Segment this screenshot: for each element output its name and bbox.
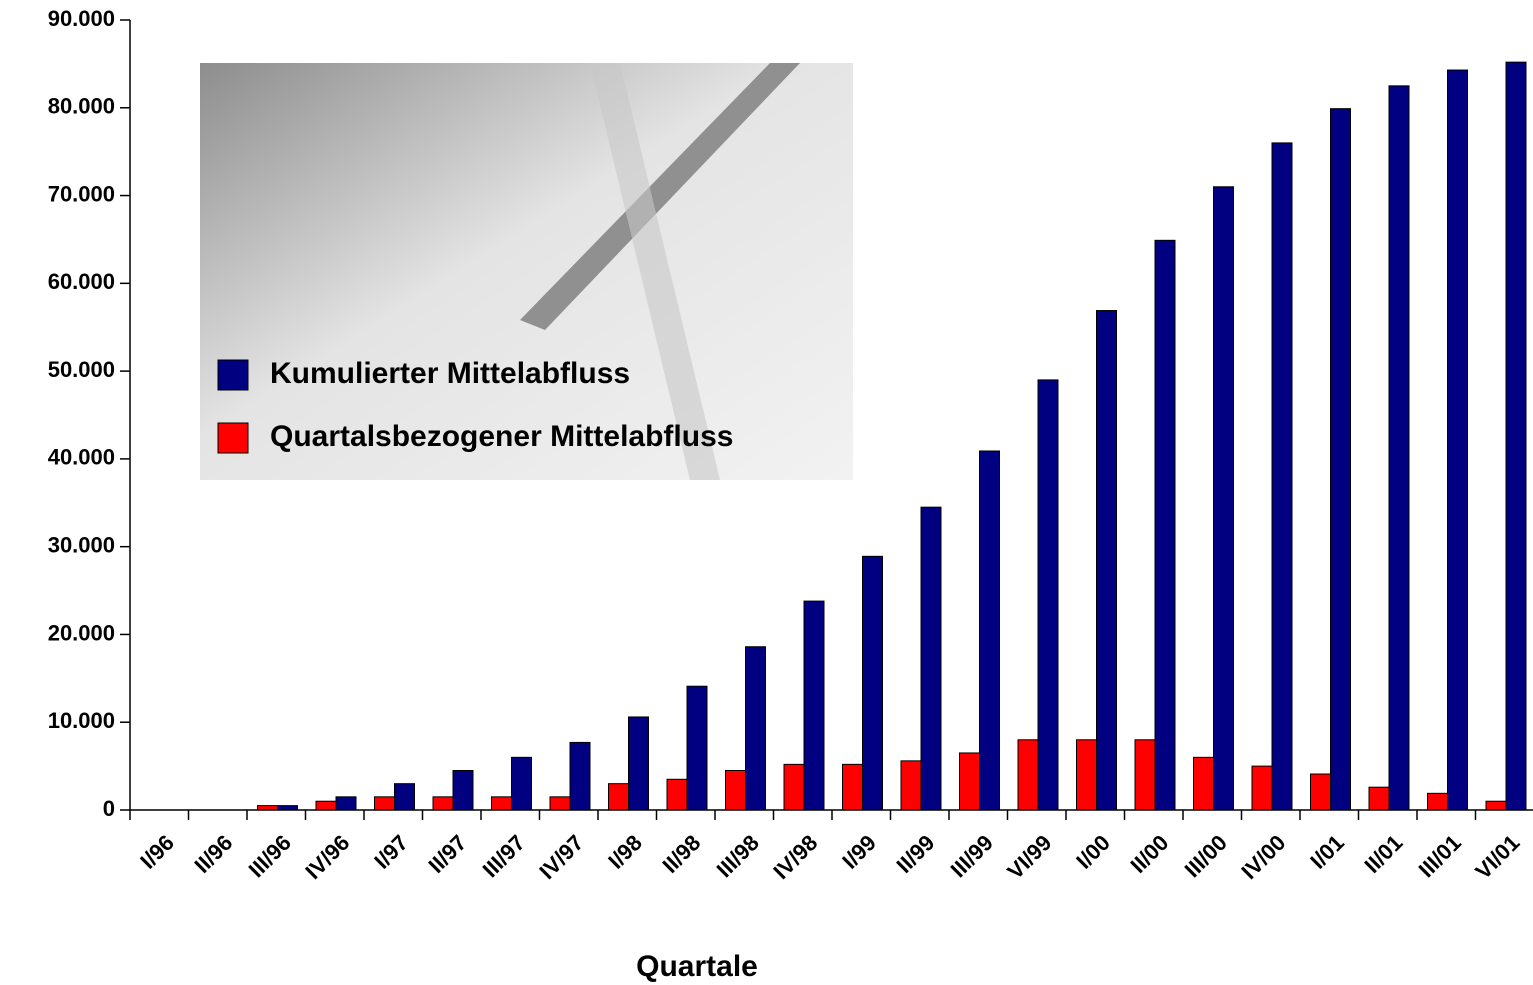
x-tick-label: IV/97 [534, 830, 588, 884]
y-tick-label: 70.000 [48, 181, 115, 206]
legend-label: Quartalsbezogener Mittelabfluss [270, 420, 733, 453]
bar [843, 764, 863, 810]
bar [960, 753, 980, 810]
y-tick-label: 0 [103, 796, 115, 821]
y-tick-label: 30.000 [48, 532, 115, 557]
x-tick-label: VI/01 [1470, 830, 1524, 884]
bar [901, 761, 921, 810]
x-tick-label: II/98 [657, 830, 705, 878]
x-tick-label: IV/98 [768, 830, 822, 884]
x-tick-label: I/96 [135, 830, 179, 874]
bar [1428, 793, 1448, 810]
bar [609, 784, 629, 810]
legend-label: Kumulierter Mittelabfluss [270, 357, 630, 390]
x-tick-label: I/01 [1305, 830, 1349, 874]
y-tick-label: 90.000 [48, 6, 115, 31]
bar [550, 797, 570, 810]
x-tick-label: IV/00 [1236, 830, 1290, 884]
x-tick-label: I/98 [603, 830, 647, 874]
x-axis-title: Quartale [636, 950, 758, 983]
bar [512, 757, 532, 810]
bar [1135, 740, 1155, 810]
x-tick-label: III/97 [478, 830, 530, 882]
y-tick-label: 10.000 [48, 708, 115, 733]
bar [492, 797, 512, 810]
x-tick-label: I/99 [837, 830, 881, 874]
y-tick-label: 50.000 [48, 357, 115, 382]
x-tick-label: II/01 [1359, 830, 1407, 878]
x-tick-label: II/99 [891, 830, 939, 878]
bar [1038, 380, 1058, 810]
chart: Quartale 0 10.000 20.000 30.000 40.000 50.000… [0, 0, 1533, 985]
x-tick-label: III/96 [244, 830, 296, 882]
bar [336, 797, 356, 810]
bar [1389, 86, 1409, 810]
bar [1311, 774, 1331, 810]
x-tick-label: III/98 [712, 830, 764, 882]
bar [570, 742, 590, 810]
bar [1097, 311, 1117, 810]
y-tick-label: 60.000 [48, 269, 115, 294]
x-tick-label: I/00 [1071, 830, 1115, 874]
bar [1194, 757, 1214, 810]
bar [784, 764, 804, 810]
x-tick-label: III/00 [1180, 830, 1232, 882]
legend-swatch [218, 423, 248, 453]
bar [1331, 109, 1351, 810]
bar [980, 451, 1000, 810]
bar [726, 771, 746, 811]
page: Quartale 0 10.000 20.000 30.000 40.000 50.000… [0, 0, 1533, 985]
bar [687, 686, 707, 810]
bar [1486, 801, 1506, 810]
x-tick-label: III/01 [1414, 830, 1466, 882]
bar [629, 717, 649, 810]
bar [316, 801, 336, 810]
bar [278, 806, 298, 810]
bar [375, 797, 395, 810]
bar [1214, 187, 1234, 810]
bar [433, 797, 453, 810]
y-tick-label: 40.000 [48, 445, 115, 470]
bar [667, 779, 687, 810]
bar [1448, 70, 1468, 810]
bar [453, 771, 473, 811]
x-tick-label: VI/99 [1002, 830, 1056, 884]
x-tick-label: II/00 [1125, 830, 1173, 878]
bar [1155, 240, 1175, 810]
bar [1369, 787, 1389, 810]
bar [1018, 740, 1038, 810]
legend-swatch [218, 360, 248, 390]
bar [921, 507, 941, 810]
bar [1252, 766, 1272, 810]
bar [1077, 740, 1097, 810]
x-tick-label: I/97 [369, 830, 413, 874]
x-tick-label: II/96 [189, 830, 237, 878]
x-tick-label: III/99 [946, 830, 998, 882]
bar [258, 806, 278, 810]
bar [395, 784, 415, 810]
x-tick-label: IV/96 [300, 830, 354, 884]
y-tick-label: 80.000 [48, 94, 115, 119]
y-tick-label: 20.000 [48, 620, 115, 645]
bar [804, 601, 824, 810]
bar [1506, 62, 1526, 810]
legend-background [200, 63, 853, 480]
bar [1272, 143, 1292, 810]
x-tick-label: II/97 [423, 830, 471, 878]
bar [863, 556, 883, 810]
bar [746, 647, 766, 810]
